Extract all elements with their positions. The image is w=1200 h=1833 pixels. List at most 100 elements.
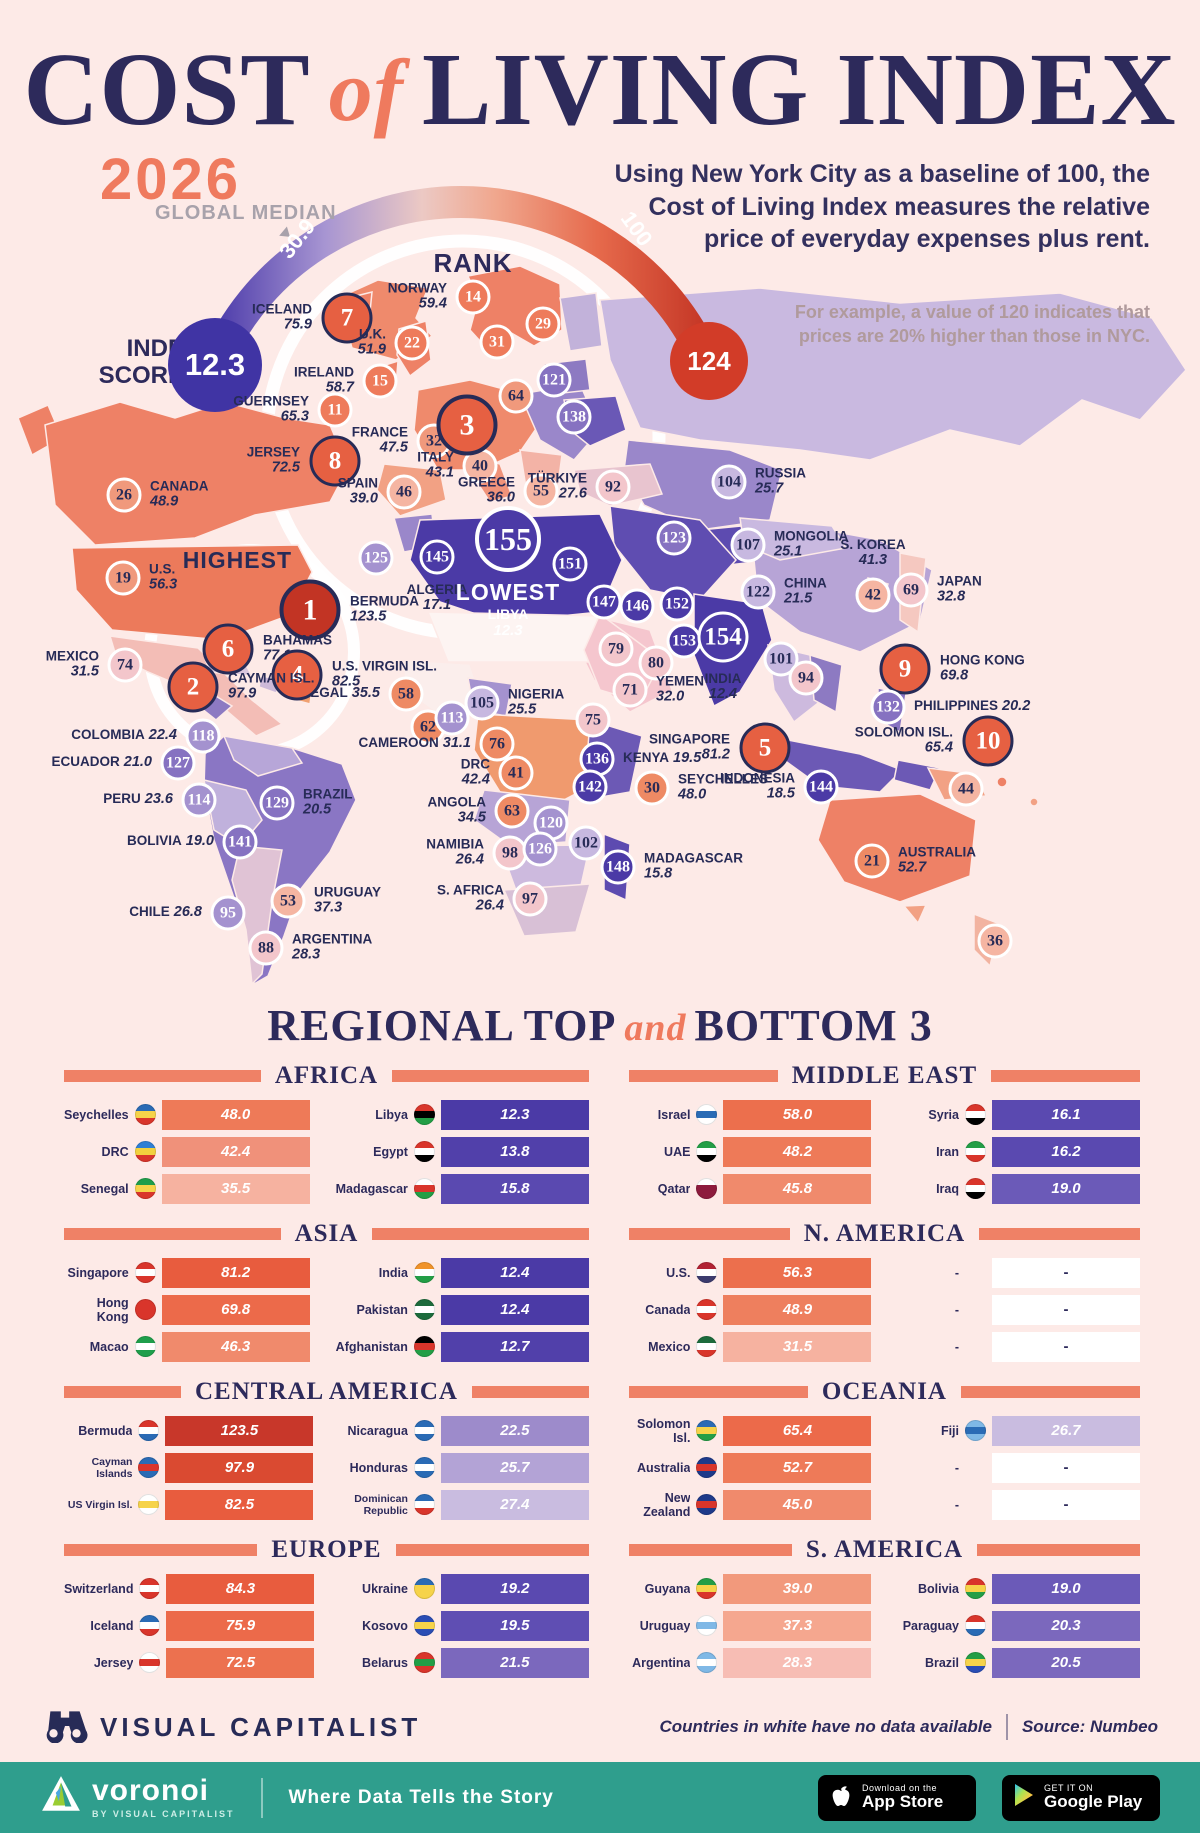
country-label: GREECE 36.0 — [457, 474, 515, 506]
year-label: 2026 — [100, 147, 242, 212]
visual-capitalist-brand: VISUAL CAPITALIST — [42, 1707, 421, 1748]
value-bar: 52.7 — [723, 1452, 872, 1483]
flag-icon — [413, 1178, 435, 1199]
rank-badge: 118 — [185, 718, 221, 754]
flag-icon — [413, 1104, 435, 1125]
value-bar: 35.5 — [161, 1173, 310, 1204]
rank-badge: 76 — [479, 726, 515, 762]
table-row: US Virgin Isl. 82.5 — [64, 1489, 314, 1520]
country-label: SPAIN 39.0 — [337, 475, 378, 507]
rank-badge: 11 — [317, 392, 353, 428]
flag-icon — [965, 1141, 986, 1162]
google-play-badge[interactable]: GET IT ON Google Play — [1002, 1774, 1160, 1821]
gauge-max-circle: 124 — [670, 322, 748, 400]
table-row: Pakistan 12.4 — [336, 1294, 589, 1325]
app-store-badge[interactable]: Download on the App Store — [818, 1774, 976, 1821]
flag-icon — [413, 1420, 435, 1441]
regional-title-main: REGIONAL TOP — [267, 1001, 617, 1050]
country-name: Dominican Republic — [354, 1492, 408, 1517]
value-bar: 26.7 — [992, 1415, 1140, 1446]
table-row: DRC 42.4 — [64, 1136, 310, 1167]
value-bar: 19.0 — [992, 1173, 1140, 1204]
table-row: -- — [897, 1452, 1140, 1483]
table-row: Fiji 26.7 — [897, 1415, 1140, 1446]
value-bar: 46.3 — [161, 1331, 310, 1362]
rank-badge: 36 — [977, 923, 1013, 959]
flag-icon — [134, 1336, 156, 1357]
flag-icon — [413, 1262, 435, 1283]
regional-title-and: and — [624, 1007, 687, 1049]
country-label: ITALY 43.1 — [417, 449, 454, 481]
country-label: URUGUAY 37.3 — [314, 884, 382, 916]
flag-icon — [134, 1178, 156, 1199]
country-name: - — [954, 1339, 959, 1354]
top3-column: Seychelles 48.0 DRC 42.4 Senegal 35.5 — [64, 1099, 310, 1204]
rank-badge: 144 — [803, 769, 839, 805]
table-row: -- — [897, 1489, 1140, 1520]
country-name: Iraq — [936, 1181, 959, 1196]
country-name: Brazil — [924, 1655, 959, 1670]
rank-badge: 95 — [210, 895, 246, 931]
bottom3-column: Ukraine 19.2 Kosovo 19.5 Belarus 21.5 — [340, 1573, 589, 1678]
country-label: AUSTRALIA 52.7 — [898, 844, 976, 876]
table-row: Seychelles 48.0 — [64, 1099, 310, 1130]
country-label: BOLIVIA 19.0 — [127, 833, 214, 850]
bottom3-column: Libya 12.3 Egypt 13.8 Madagascar 15.8 — [336, 1099, 589, 1204]
flag-icon — [696, 1178, 718, 1199]
value-bar: 45.8 — [723, 1173, 872, 1204]
value-bar: 48.9 — [723, 1294, 872, 1325]
rank-badge: 92 — [595, 469, 631, 505]
flag-icon — [965, 1652, 986, 1673]
voronoi-sub-label: BY VISUAL CAPITALIST — [92, 1809, 235, 1819]
country-label: BERMUDA 123.5 — [350, 593, 419, 625]
country-label: PHILIPPINES 20.2 — [914, 698, 1031, 715]
voronoi-brand: voronoi BY VISUAL CAPITALIST — [40, 1774, 235, 1821]
bottom3-column: India 12.4 Pakistan 12.4 Afghanistan 12.7 — [336, 1257, 589, 1362]
flag-icon — [413, 1494, 435, 1515]
flag-icon — [965, 1578, 986, 1599]
rank-badge: 6 — [202, 623, 254, 675]
region-central-america: CENTRAL AMERICA Bermuda 123.5 Cayman Island… — [64, 1378, 589, 1520]
rank-badge: 127 — [160, 745, 196, 781]
rank-badge: 113 — [434, 700, 470, 736]
country-label: CHINA 21.5 — [784, 575, 827, 607]
rank-badge: 69 — [893, 572, 929, 608]
rank-badge: 3 — [436, 394, 498, 456]
flag-icon — [696, 1336, 718, 1357]
bottom3-column: Bolivia 19.0 Paraguay 20.3 Brazil 20.5 — [897, 1573, 1140, 1678]
table-row: Bermuda 123.5 — [64, 1415, 314, 1446]
country-name: Syria — [928, 1107, 959, 1122]
table-row: Solomon Isl. 65.4 — [629, 1415, 872, 1446]
table-row: Macao 46.3 — [64, 1331, 310, 1362]
top3-column: Bermuda 123.5 Cayman Islands 97.9 US Virgin … — [64, 1415, 314, 1520]
flag-icon — [134, 1104, 156, 1125]
country-label: CHILE 26.8 — [129, 904, 202, 921]
table-row: Uruguay 37.3 — [629, 1610, 872, 1641]
country-name: - — [954, 1302, 959, 1317]
flag-icon — [139, 1615, 161, 1636]
table-row: Belarus 21.5 — [340, 1647, 589, 1678]
country-label: CAYMAN ISL. 97.9 — [228, 670, 315, 702]
divider — [1005, 1714, 1008, 1740]
rank-badge: 153 — [666, 623, 702, 659]
top3-column: U.S. 56.3 Canada 48.9 Mexico 31.5 — [629, 1257, 872, 1362]
flag-icon — [965, 1420, 986, 1441]
flag-icon — [413, 1615, 435, 1636]
flag-icon — [413, 1299, 435, 1320]
binoculars-icon — [42, 1707, 88, 1748]
rank-badge: 129 — [259, 785, 295, 821]
value-bar: 65.4 — [723, 1415, 872, 1446]
country-name: Paraguay — [902, 1618, 959, 1633]
value-bar: - — [992, 1489, 1140, 1520]
country-label: ARGENTINA 28.3 — [292, 931, 373, 963]
country-name: UAE — [664, 1144, 691, 1159]
rank-label: RANK — [433, 248, 513, 278]
value-bar: 12.4 — [440, 1294, 589, 1325]
rank-badge: 10 — [962, 715, 1014, 767]
country-name: Afghanistan — [335, 1339, 408, 1354]
value-bar: - — [992, 1331, 1140, 1362]
rank-badge: 107 — [730, 527, 766, 563]
country-name: - — [954, 1265, 959, 1280]
rank-badge: 58 — [388, 676, 424, 712]
